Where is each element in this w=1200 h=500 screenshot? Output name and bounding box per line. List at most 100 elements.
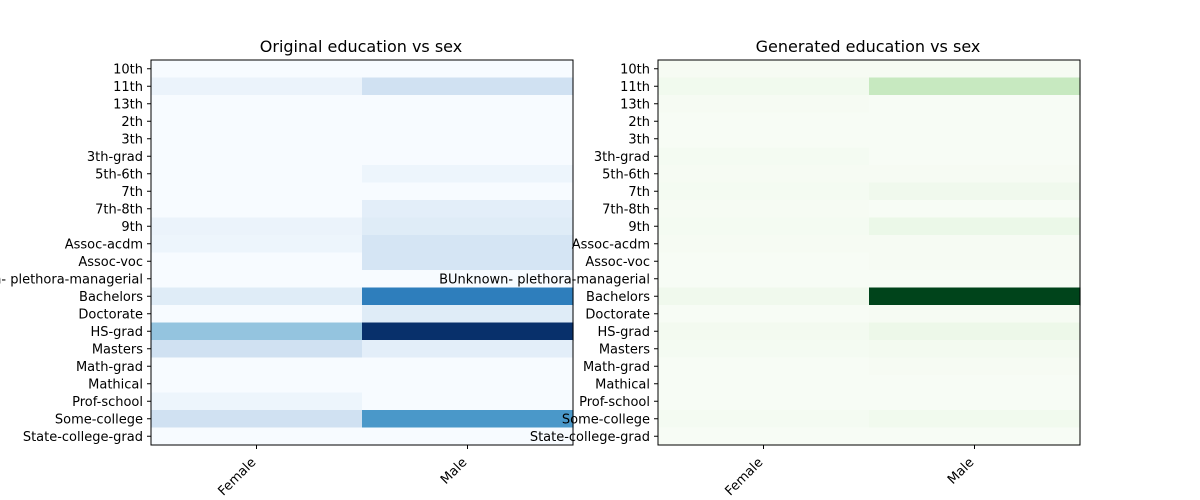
- heatmap-cell: [869, 375, 1081, 394]
- heatmap-cell: [658, 305, 870, 324]
- heatmap-cell: [658, 375, 870, 394]
- heatmap-cell: [362, 112, 574, 131]
- heatmap-cell: [658, 427, 870, 446]
- y-tick-label: 7th-8th: [602, 202, 650, 217]
- y-tick-label: HS-grad: [597, 325, 650, 340]
- heatmap-cell: [869, 95, 1081, 114]
- heatmap-cell: [362, 77, 574, 96]
- heatmap-cell: [151, 200, 363, 219]
- heatmap-cell: [869, 182, 1081, 201]
- heatmap-cell: [658, 182, 870, 201]
- y-tick-label: 11th: [620, 80, 650, 95]
- heatmap-cell: [658, 270, 870, 289]
- heatmap-cell: [362, 235, 574, 254]
- heatmap-cell: [869, 217, 1081, 236]
- heatmap-cell: [869, 112, 1081, 131]
- heatmap-cell: [362, 322, 574, 341]
- heatmap-cell: [151, 130, 363, 149]
- heatmap-cell: [869, 235, 1081, 254]
- heatmap-cell: [362, 95, 574, 114]
- y-tick-label: Mathical: [88, 377, 143, 392]
- heatmap-cell: [151, 182, 363, 201]
- heatmap-cell: [362, 375, 574, 394]
- heatmap-cell: [869, 60, 1081, 79]
- heatmap-cell: [151, 112, 363, 131]
- heatmap-cell: [151, 357, 363, 376]
- heatmap-cell: [362, 340, 574, 359]
- heatmap-cell: [151, 305, 363, 324]
- y-tick-label: 7th: [121, 185, 143, 200]
- y-tick-label: 10th: [113, 62, 143, 77]
- y-tick-label: 3th-grad: [594, 150, 650, 165]
- y-tick-label: BUnknown- plethora-managerial: [0, 272, 143, 287]
- heatmap-cell: [151, 392, 363, 411]
- heatmap-cell: [869, 427, 1081, 446]
- heatmap-cell: [869, 77, 1081, 96]
- plot-frame: [657, 59, 1081, 446]
- heatmap-cell: [151, 252, 363, 271]
- heatmap-cell: [658, 60, 870, 79]
- y-tick-label: 5th-6th: [602, 167, 650, 182]
- x-tick-label: Female: [722, 455, 766, 499]
- heatmap-cell: [151, 270, 363, 289]
- heatmap-cell: [362, 182, 574, 201]
- y-tick-label: Bachelors: [586, 290, 650, 305]
- y-tick-label: 7th-8th: [95, 202, 143, 217]
- heatmap-cell: [151, 322, 363, 341]
- heatmap-cell: [362, 305, 574, 324]
- x-tick-label: Female: [215, 455, 259, 499]
- y-tick-label: 10th: [620, 62, 650, 77]
- y-tick-label: State-college-grad: [530, 430, 650, 445]
- heatmap-panel-original: 10th 11th 13th 2th 3th 3th-grad 5th-6th 7th 7th-…: [0, 37, 574, 499]
- heatmap-cell: [869, 305, 1081, 324]
- y-tick-label: Assoc-voc: [585, 255, 650, 270]
- y-tick-label: Assoc-voc: [78, 255, 143, 270]
- heatmap-cell: [658, 252, 870, 271]
- heatmap-cell: [362, 270, 574, 289]
- heatmap-cell: [658, 165, 870, 184]
- y-tick-label: Mathical: [595, 377, 650, 392]
- chart-title: Original education vs sex: [260, 37, 462, 56]
- heatmap-cell: [151, 77, 363, 96]
- heatmap-cell: [151, 287, 363, 306]
- heatmap-cell: [362, 357, 574, 376]
- heatmap-cell: [151, 147, 363, 166]
- heatmap-cell: [362, 165, 574, 184]
- y-tick-label: Masters: [92, 342, 143, 357]
- y-tick-label: 3th: [121, 132, 143, 147]
- heatmap-cell: [869, 287, 1081, 306]
- heatmap-cell: [362, 287, 574, 306]
- heatmap-cell: [658, 340, 870, 359]
- y-tick-label: HS-grad: [90, 325, 143, 340]
- heatmap-cell: [362, 252, 574, 271]
- heatmap-cell: [658, 357, 870, 376]
- y-tick-label: Math-grad: [583, 360, 650, 375]
- heatmap-cell: [658, 200, 870, 219]
- heatmap-cell: [869, 357, 1081, 376]
- y-tick-label: Bachelors: [79, 290, 143, 305]
- heatmap-cell: [362, 392, 574, 411]
- heatmap-cell: [362, 200, 574, 219]
- heatmap-cell: [151, 165, 363, 184]
- heatmap-cell: [869, 130, 1081, 149]
- y-tick-label: 9th: [628, 220, 650, 235]
- heatmap-cell: [362, 60, 574, 79]
- y-tick-label: Math-grad: [76, 360, 143, 375]
- chart-title: Generated education vs sex: [756, 37, 981, 56]
- heatmap-cell: [869, 392, 1081, 411]
- heatmap-cell: [869, 147, 1081, 166]
- y-tick-label: BUnknown- plethora-managerial: [439, 272, 650, 287]
- heatmap-cell: [658, 217, 870, 236]
- y-tick-label: 3th-grad: [87, 150, 143, 165]
- y-tick-label: 5th-6th: [95, 167, 143, 182]
- heatmap-cell: [658, 392, 870, 411]
- y-tick-label: 11th: [113, 80, 143, 95]
- heatmap-cell: [869, 252, 1081, 271]
- y-tick-label: 2th: [628, 115, 650, 130]
- heatmap-cell: [869, 270, 1081, 289]
- x-tick-label: Male: [945, 455, 977, 487]
- y-tick-label: 3th: [628, 132, 650, 147]
- heatmap-cell: [658, 147, 870, 166]
- heatmap-cell: [869, 200, 1081, 219]
